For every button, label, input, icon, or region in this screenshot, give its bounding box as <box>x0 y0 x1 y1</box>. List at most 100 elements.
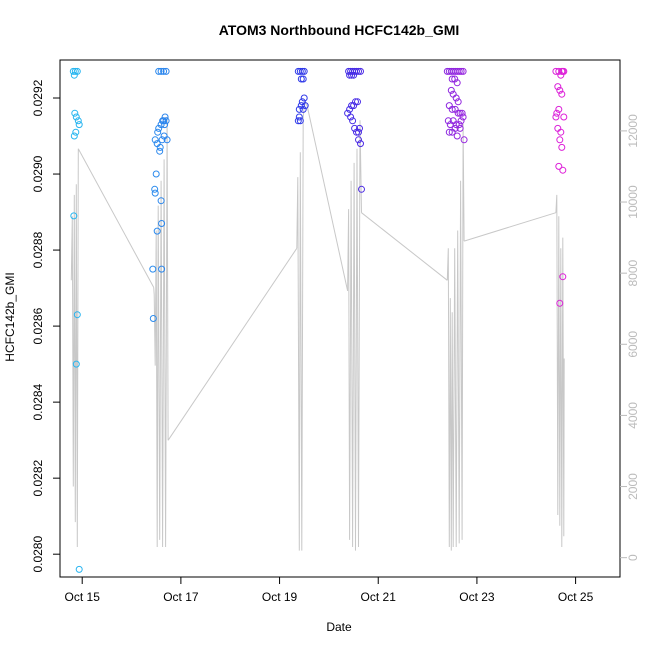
data-point <box>160 117 168 125</box>
altitude-line-segment <box>555 194 565 548</box>
y-tick-label: 0.0280 <box>31 536 45 573</box>
data-point <box>156 147 164 155</box>
x-tick-label: Oct 15 <box>65 590 101 604</box>
y2-tick-label: 12000 <box>626 114 640 148</box>
data-point <box>555 162 563 170</box>
data-point <box>300 94 308 102</box>
y2-tick-label: 4000 <box>626 402 640 429</box>
y2-tick-label: 2000 <box>626 473 640 500</box>
data-point <box>453 79 461 87</box>
data-point <box>152 170 160 178</box>
data-point <box>71 109 79 117</box>
data-point <box>162 67 170 75</box>
data-point <box>71 67 79 75</box>
altitude-line-segment <box>306 105 349 292</box>
data-point <box>445 128 453 136</box>
data-point <box>151 189 159 197</box>
data-point <box>72 113 80 121</box>
y2-tick-label: 0 <box>626 554 640 561</box>
data-point <box>555 67 563 75</box>
data-point <box>157 197 165 205</box>
data-point <box>559 166 567 174</box>
y-tick-label: 0.0282 <box>31 459 45 496</box>
data-point <box>552 113 560 121</box>
data-point <box>70 71 78 79</box>
data-point <box>460 136 468 144</box>
data-point <box>350 71 358 79</box>
data-point <box>349 117 357 125</box>
data-point <box>161 121 169 129</box>
data-point <box>158 136 166 144</box>
data-point <box>162 117 170 125</box>
data-point <box>299 75 307 83</box>
data-point <box>458 109 466 117</box>
y-axis-right: 0 2000 4000 6000 8000 10000 12000 <box>620 114 640 561</box>
data-point <box>455 67 463 75</box>
data-point <box>157 67 165 75</box>
data-point <box>454 109 462 117</box>
data-point <box>348 71 356 79</box>
data-point <box>352 98 359 106</box>
data-point <box>149 265 157 273</box>
data-point <box>444 117 452 125</box>
data-point <box>295 105 303 113</box>
altitude-line-segment <box>347 120 362 551</box>
data-point <box>70 212 78 220</box>
data-point <box>72 128 80 136</box>
data-point <box>161 113 169 121</box>
data-point <box>556 299 564 307</box>
data-point <box>452 94 460 102</box>
data-point <box>298 98 306 106</box>
data-point <box>155 124 163 132</box>
data-point <box>160 67 168 75</box>
y2-tick-label: 10000 <box>626 185 640 219</box>
data-point <box>557 71 565 79</box>
data-point <box>351 124 359 132</box>
data-point <box>356 124 363 132</box>
data-point <box>294 117 302 125</box>
data-point <box>554 83 562 91</box>
data-point <box>346 105 354 113</box>
x-tick-label: Oct 19 <box>262 590 298 604</box>
data-point <box>559 67 567 75</box>
data-point <box>456 124 464 132</box>
data-point <box>72 360 80 368</box>
data-point <box>459 113 467 121</box>
data-point <box>447 86 455 94</box>
y-axis-label: HCFC142b_GMI <box>3 272 17 361</box>
altitude-line-segment <box>167 248 298 441</box>
data-point <box>560 113 568 121</box>
chart-title: ATOM3 Northbound HCFC142b_GMI <box>219 22 460 38</box>
y-tick-label: 0.0288 <box>31 231 45 268</box>
data-point <box>451 124 459 132</box>
data-point <box>74 117 82 125</box>
data-point <box>358 185 365 193</box>
data-point <box>75 565 83 573</box>
data-point <box>555 105 563 113</box>
y2-tick-label: 6000 <box>626 331 640 358</box>
data-point <box>299 105 307 113</box>
altitude-series <box>70 101 565 551</box>
data-point <box>350 102 358 110</box>
data-point <box>297 102 305 110</box>
data-point <box>556 136 564 144</box>
data-point <box>348 102 356 110</box>
data-point <box>457 67 465 75</box>
altitude-line-segment <box>79 151 155 288</box>
data-point <box>163 136 171 144</box>
data-point <box>151 136 159 144</box>
data-point <box>155 67 163 75</box>
data-point <box>448 75 456 83</box>
y-tick-label: 0.0292 <box>31 79 45 116</box>
data-point <box>354 98 361 106</box>
y2-tick-label: 8000 <box>626 259 640 286</box>
data-point <box>69 67 77 75</box>
x-axis-label: Date <box>326 620 352 634</box>
altitude-line-segment <box>153 116 169 548</box>
data-point <box>454 98 462 106</box>
data-point <box>355 128 362 136</box>
data-point <box>457 117 465 125</box>
data-point <box>70 132 78 140</box>
altitude-line-segment <box>463 212 557 242</box>
